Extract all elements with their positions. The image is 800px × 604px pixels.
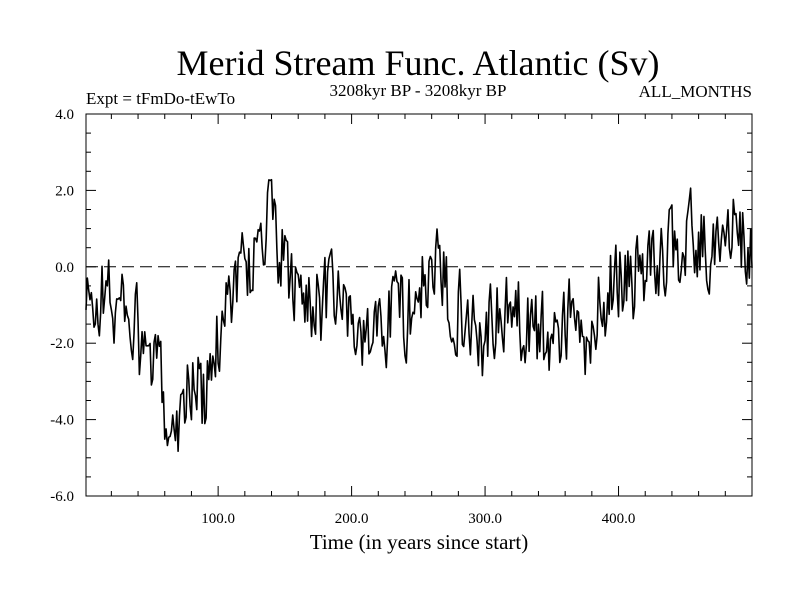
x-tick-label: 400.0	[602, 511, 636, 527]
x-axis-label: Time (in years since start)	[310, 530, 529, 554]
y-tick-label: -4.0	[50, 413, 74, 429]
y-tick-label: -2.0	[50, 336, 74, 352]
period-label: 3208kyr BP - 3208kyr BP	[330, 81, 507, 100]
y-tick-label: -6.0	[50, 489, 74, 505]
x-tick-label: 100.0	[201, 511, 235, 527]
x-tick-label: 300.0	[468, 511, 502, 527]
axis-tick-labels: -6.0 -4.0 -2.0 0.0 2.0 4.0 100.0 200.0 300.0 400.…	[50, 107, 635, 527]
chart-title: Merid Stream Func. Atlantic (Sv)	[177, 43, 660, 83]
y-tick-label: 4.0	[55, 107, 74, 123]
x-tick-label: 200.0	[335, 511, 369, 527]
plot-area-frame	[85, 113, 753, 497]
axis-ticks	[86, 113, 752, 497]
months-label: ALL_MONTHS	[639, 82, 752, 101]
experiment-label: Expt = tFmDo-tEwTo	[86, 89, 235, 108]
y-tick-label: 2.0	[55, 183, 74, 199]
y-tick-label: 0.0	[55, 260, 74, 276]
series-line	[85, 178, 753, 452]
